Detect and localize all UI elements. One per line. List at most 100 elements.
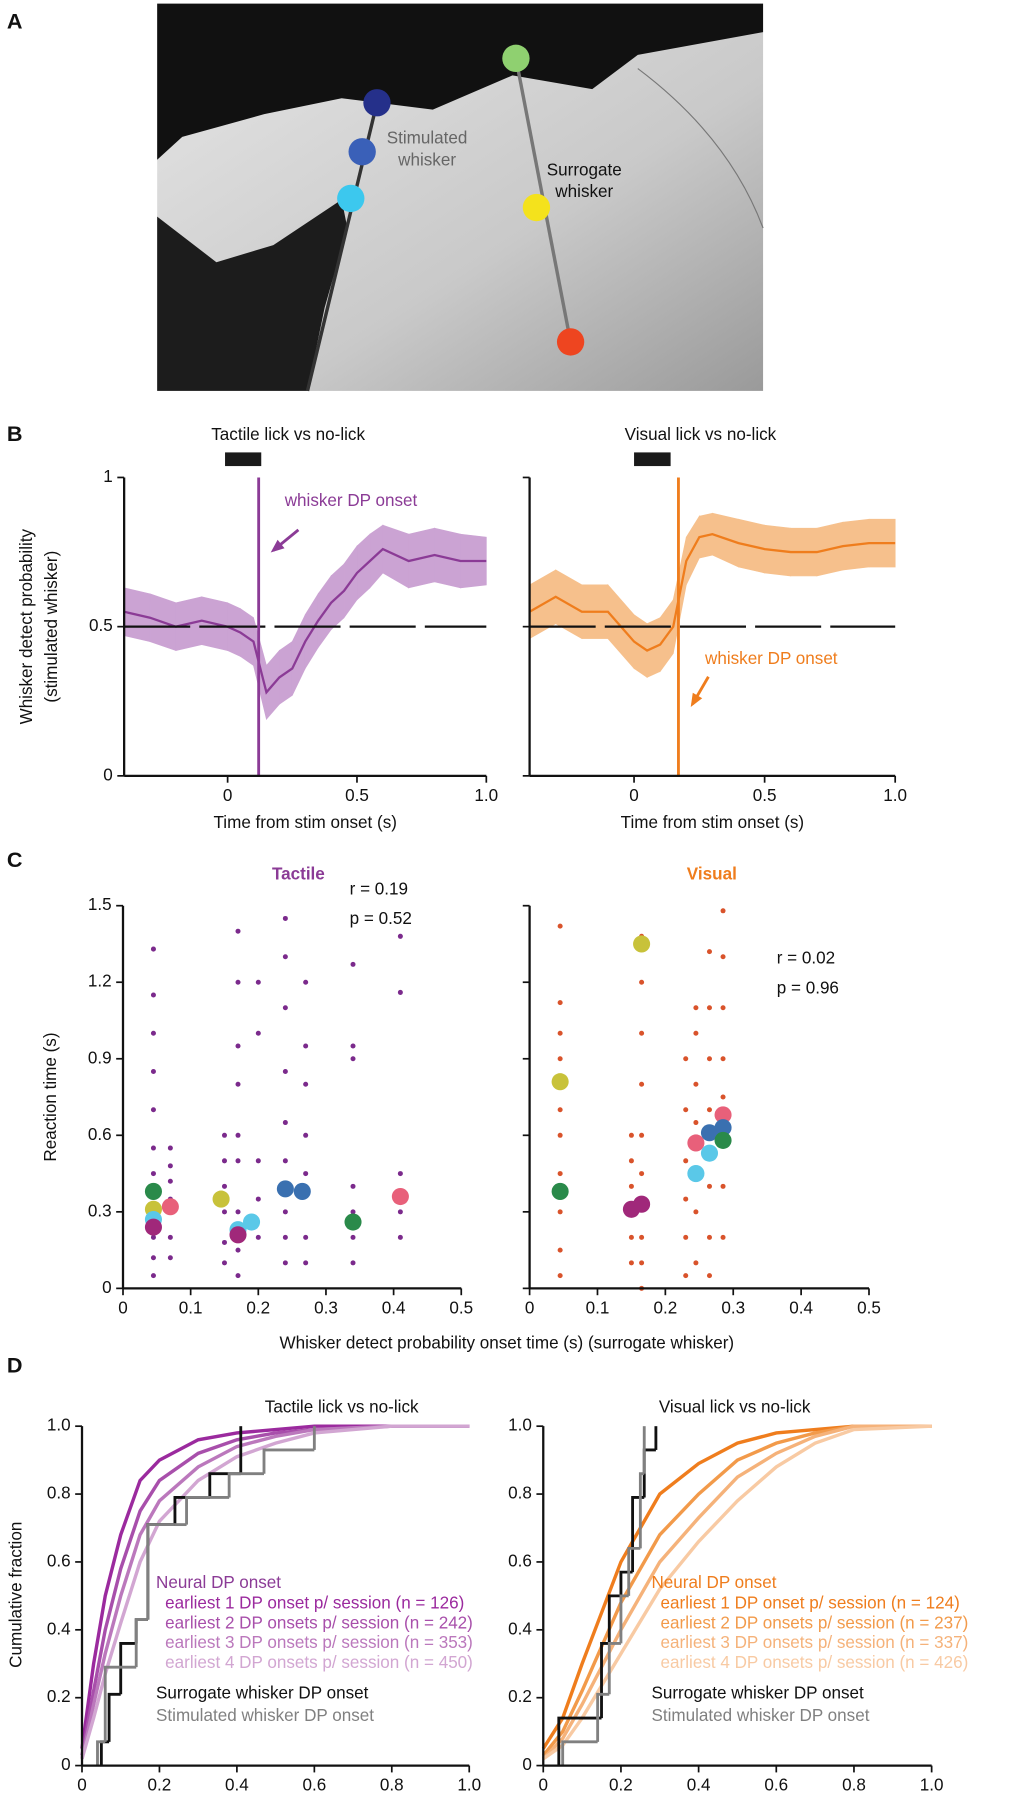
cdf-step	[561, 1740, 598, 1766]
y-tick-label: 0.6	[88, 1125, 112, 1144]
trial-dot	[557, 1273, 563, 1279]
trial-dot	[639, 1171, 645, 1177]
x-tick-label: 0.2	[148, 1776, 172, 1795]
trial-dot	[693, 1030, 699, 1036]
cdf-line	[80, 1424, 470, 1749]
trial-dot	[150, 1171, 156, 1177]
x-tick-label: 0.6	[764, 1776, 788, 1795]
trial-dot	[683, 1158, 689, 1164]
y-tick-label: 0	[103, 765, 113, 784]
session-median	[391, 1187, 409, 1206]
trial-dot	[683, 1196, 689, 1202]
trial-dot	[350, 1209, 356, 1215]
legend-title: Neural DP onset	[156, 1573, 281, 1592]
trial-dot	[167, 1234, 173, 1240]
trial-dot	[706, 1234, 712, 1240]
stimulus-bar	[634, 452, 671, 467]
trial-dot	[628, 1183, 634, 1189]
y-tick-label: 0.2	[47, 1687, 71, 1706]
trial-dot	[350, 1260, 356, 1266]
y-tick-label: 0.5	[89, 616, 113, 635]
statistic: r = 0.02	[777, 949, 835, 968]
trial-dot	[255, 1234, 261, 1240]
legend-entry: earliest 4 DP onsets p/ session (n = 450…	[165, 1653, 473, 1672]
confidence-band	[712, 512, 739, 568]
trial-dot	[255, 1158, 261, 1164]
stimulus-bar	[225, 452, 262, 467]
x-tick-label: 0.8	[380, 1776, 404, 1795]
legend-entry: earliest 4 DP onsets p/ session (n = 426…	[661, 1653, 969, 1672]
trial-dot	[639, 1260, 645, 1266]
trial-dot	[255, 1196, 261, 1202]
trial-dot	[628, 1260, 634, 1266]
x-tick-label: 1.0	[883, 786, 907, 805]
trial-dot	[235, 928, 241, 934]
panel-label: D	[7, 1353, 23, 1378]
chart-title: Tactile	[272, 864, 325, 883]
x-tick-label: 0.6	[302, 1776, 326, 1795]
trial-dot	[693, 1120, 699, 1126]
cdf-line	[542, 1424, 932, 1760]
x-tick-label: 0.5	[449, 1298, 473, 1317]
trial-dot	[557, 1056, 563, 1062]
chart-title: Visual lick vs no-lick	[625, 425, 777, 444]
session-median	[700, 1144, 719, 1162]
trial-dot	[720, 1183, 726, 1189]
photo-label: whisker	[554, 182, 613, 201]
trial-dot	[303, 979, 309, 985]
x-tick-label: 0.3	[314, 1298, 338, 1317]
trial-dot	[693, 1260, 699, 1266]
y-tick-label: 0.3	[88, 1201, 112, 1220]
fur-top	[157, 3, 764, 160]
trial-dot	[303, 1132, 309, 1138]
session-median	[276, 1180, 294, 1198]
legend-entry: Stimulated whisker DP onset	[156, 1706, 374, 1725]
trial-dot	[167, 1255, 173, 1261]
statistic: p = 0.96	[777, 978, 839, 997]
trial-dot	[693, 1081, 699, 1087]
y-tick-label: 1.0	[508, 1416, 532, 1435]
y-tick-label: 0.9	[88, 1048, 112, 1067]
legend-entry: Surrogate whisker DP onset	[651, 1683, 864, 1702]
trial-dot	[683, 1056, 689, 1062]
trial-dot	[397, 1171, 403, 1177]
x-tick-label: 0.4	[789, 1298, 813, 1317]
y-tick-label: 0	[102, 1278, 112, 1297]
tracking-point	[363, 89, 391, 117]
trial-dot	[628, 1132, 634, 1138]
trial-dot	[706, 1107, 712, 1113]
trial-dot	[150, 946, 156, 952]
trial-dot	[350, 1234, 356, 1240]
photo-label: Stimulated	[387, 129, 468, 148]
mean-line	[123, 547, 487, 695]
x-axis-label: Time from stim onset (s)	[621, 813, 804, 832]
chart-title: Tactile lick vs no-lick	[211, 425, 365, 444]
tracking-point	[337, 184, 365, 213]
session-median	[633, 935, 651, 953]
cdf-step	[262, 1448, 315, 1474]
y-tick-label: 1	[103, 467, 113, 486]
trial-dot	[639, 979, 645, 985]
panel-label: A	[7, 9, 23, 34]
y-tick-label: 0.2	[508, 1687, 532, 1706]
session-median	[633, 1195, 651, 1213]
trial-dot	[282, 1209, 288, 1215]
x-tick-label: 0.3	[721, 1298, 745, 1317]
y-tick-label: 0.8	[508, 1484, 532, 1503]
y-axis-label: Reaction time (s)	[41, 1032, 60, 1161]
trial-dot	[706, 1183, 712, 1189]
x-tick-label: 0.4	[382, 1298, 406, 1317]
trial-dot	[282, 954, 288, 960]
tracking-point	[522, 193, 551, 222]
session-median	[161, 1198, 179, 1216]
trial-dot	[282, 1120, 288, 1126]
cdf-step	[134, 1618, 148, 1668]
statistic: p = 0.52	[350, 909, 412, 928]
trial-dot	[397, 1209, 403, 1215]
trial-dot	[720, 1234, 726, 1240]
legend-entry: earliest 2 DP onsets p/ session (n = 242…	[165, 1613, 473, 1632]
y-axis-label: Cumulative fraction	[7, 1522, 26, 1668]
trial-dot	[683, 1107, 689, 1113]
session-median	[344, 1213, 362, 1231]
